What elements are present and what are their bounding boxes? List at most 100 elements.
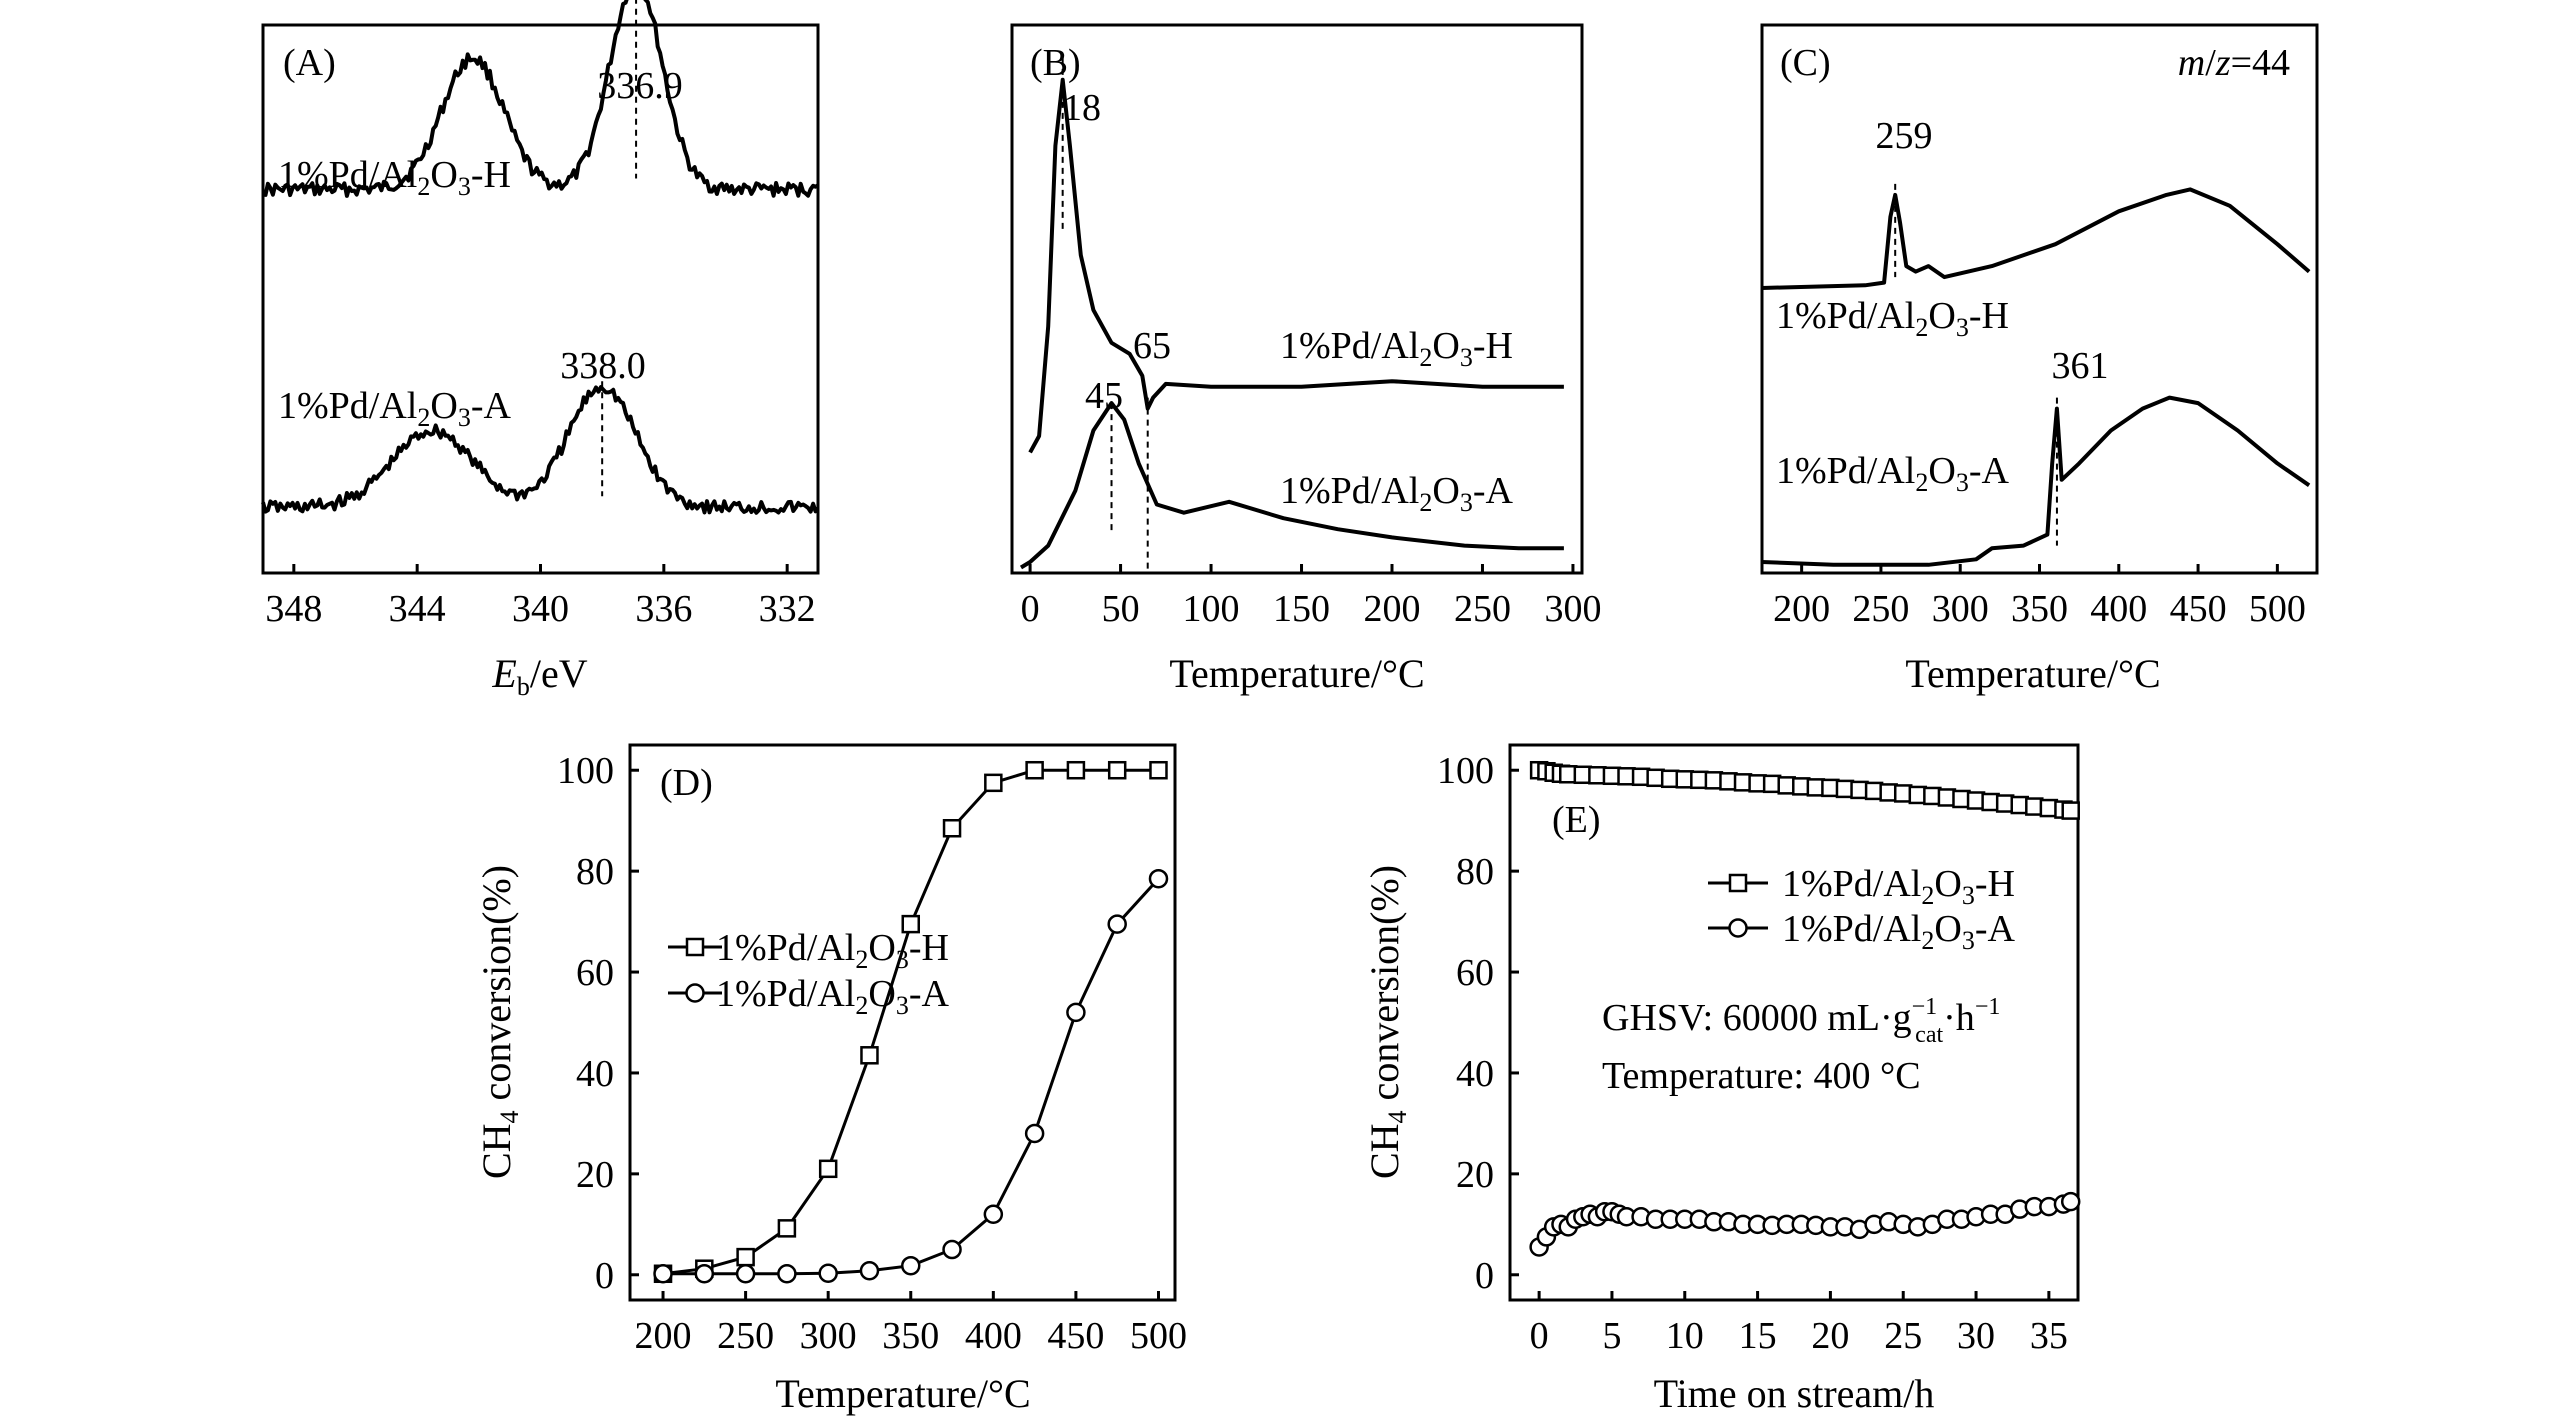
panel-c-mz-annotation: m/z=44 xyxy=(2178,42,2290,84)
panel-c-x-tick-label-200: 200 xyxy=(1773,588,1830,630)
panel-d-point-h-8 xyxy=(984,773,1003,793)
panel-a-x-tick-label-340: 340 xyxy=(512,588,569,630)
panel-a-x-tick-label-332: 332 xyxy=(759,588,816,630)
panel-d-point-a-11 xyxy=(1107,914,1127,934)
panel-d-point-a-6 xyxy=(901,1255,921,1276)
panel-e-axis-ticks: 0 5 10 15 20 25 30 35 0 20 40 60 80 100 xyxy=(1437,750,2068,1357)
panel-d-legend-marker-h xyxy=(685,937,705,957)
panel-e-x-tick-label-15: 15 xyxy=(1739,1315,1777,1357)
panel-d-y-axis-label: CH4 conversion(%) xyxy=(474,865,524,1179)
panel-a-x-tick-label-344: 344 xyxy=(389,588,446,630)
panel-a-x-axis-label: Eb/eV xyxy=(491,651,587,701)
panel-e-temperature-note: Temperature: 400 °C xyxy=(1602,1055,1921,1097)
panel-c-peak-label-259: 259 xyxy=(1876,115,1933,157)
panel-a-x-ticks: 348 344 340 336 332 xyxy=(265,564,816,630)
panel-b-label: (B) xyxy=(1030,42,1081,84)
panel-d-line-h xyxy=(662,768,1159,1276)
panel-b-x-ticks: 0 50 100 150 200 250 300 xyxy=(1021,564,1601,630)
panel-c-x-tick-label-450: 450 xyxy=(2170,588,2227,630)
panel-e-x-tick-label-25: 25 xyxy=(1884,1315,1922,1357)
panel-a-x-tick-label-348: 348 xyxy=(265,588,322,630)
panel-b-trace-h xyxy=(1028,77,1564,454)
panel-d-legend-label-h: 1%Pd/Al2O3-H xyxy=(716,927,949,974)
panel-a-trace-a xyxy=(261,385,820,515)
panel-e-legend: 1%Pd/Al2O3-H 1%Pd/Al2O3-A xyxy=(1708,863,2015,955)
panel-b-x-tick-label-200: 200 xyxy=(1364,588,1421,630)
panel-b-trace-a xyxy=(1019,401,1564,570)
panel-e-y-tick-label-40: 40 xyxy=(1456,1053,1494,1095)
panel-d-point-a-8 xyxy=(983,1204,1004,1224)
panel-a-traces xyxy=(261,0,820,515)
panel-e-stability-test: (E) 0 5 10 15 20 25 30 35 0 20 40 60 80 100 Time on s… xyxy=(1362,743,2081,1416)
panel-b-peak-label-45: 45 xyxy=(1085,375,1123,417)
panel-b-x-tick-label-250: 250 xyxy=(1454,588,1511,630)
panel-d-y-tick-label-40: 40 xyxy=(576,1053,614,1095)
panel-d-point-a-0 xyxy=(653,1264,673,1284)
panel-a-label: (A) xyxy=(283,42,336,84)
panel-d-y-tick-label-60: 60 xyxy=(576,952,614,994)
panel-e-y-tick-label-60: 60 xyxy=(1456,952,1494,994)
panel-d-point-h-9 xyxy=(1025,760,1044,780)
panel-c-series-h-label: 1%Pd/Al2O3-H xyxy=(1776,295,2009,342)
panel-a-xps-spectrum: (A) 348 344 340 336 332 Eb/eV 1%Pd/Al2O3-H 1… xyxy=(261,0,820,701)
panel-d-y-tick-label-20: 20 xyxy=(576,1154,614,1196)
panel-c-trace-a xyxy=(1761,395,2311,567)
panel-d-x-tick-label-200: 200 xyxy=(635,1315,692,1357)
panel-c-x-tick-label-250: 250 xyxy=(1852,588,1909,630)
panel-b-series-a-label: 1%Pd/Al2O3-A xyxy=(1280,470,1513,517)
panel-d-y-tick-label-0: 0 xyxy=(595,1255,614,1297)
panel-d-point-h-3 xyxy=(777,1219,797,1238)
panel-d-label: (D) xyxy=(660,762,713,804)
panel-e-ghsv-note: GHSV: 60000 mL·g−1 cat·h−1 xyxy=(1602,994,2000,1048)
panel-d-x-tick-label-250: 250 xyxy=(717,1315,774,1357)
panel-e-y-axis-label: CH4 conversion(%) xyxy=(1362,865,1412,1179)
panel-c-x-axis-label: Temperature/°C xyxy=(1905,651,2160,696)
panel-a-x-tick-label-336: 336 xyxy=(635,588,692,630)
panel-b-x-tick-label-0: 0 xyxy=(1021,588,1040,630)
panel-c-trace-h xyxy=(1761,187,2311,290)
panel-e-y-tick-label-20: 20 xyxy=(1456,1154,1494,1196)
panel-d-point-a-2 xyxy=(735,1264,756,1284)
panel-d-point-h-11 xyxy=(1107,760,1127,780)
panel-d-x-tick-label-500: 500 xyxy=(1130,1315,1187,1357)
panel-e-series xyxy=(1529,760,2081,1257)
panel-c-tpd-ms-profile: (C) m/z=44 200 250 300 350 400 450 500 Tempera… xyxy=(1760,23,2319,696)
panel-d-axis-ticks: 200 250 300 350 400 450 500 0 20 40 60 80 100 xyxy=(557,750,1187,1357)
panel-e-x-tick-label-0: 0 xyxy=(1530,1315,1549,1357)
panel-e-x-tick-label-20: 20 xyxy=(1811,1315,1849,1357)
panel-b-peak-label-65: 65 xyxy=(1133,325,1171,367)
panel-d-point-h-5 xyxy=(860,1046,879,1065)
panel-d-point-h-10 xyxy=(1066,760,1086,780)
panel-a-trace-h xyxy=(262,0,820,198)
panel-e-x-tick-label-10: 10 xyxy=(1666,1315,1704,1357)
panel-e-legend-label-h: 1%Pd/Al2O3-H xyxy=(1782,863,2015,910)
panel-e-x-tick-label-5: 5 xyxy=(1602,1315,1621,1357)
panel-b-x-axis-label: Temperature/°C xyxy=(1169,651,1424,696)
panel-c-traces xyxy=(1761,183,2311,567)
panel-e-legend-marker-h xyxy=(1728,873,1748,893)
panel-c-series-a-label: 1%Pd/Al2O3-A xyxy=(1776,450,2009,497)
panel-c-peak-label-361: 361 xyxy=(2052,345,2109,387)
panel-a-peak-label-338-0: 338.0 xyxy=(560,345,646,387)
panel-a-series-h-label: 1%Pd/Al2O3-H xyxy=(278,154,511,201)
panel-e-y-tick-label-100: 100 xyxy=(1437,750,1494,792)
panel-a-series-a-label: 1%Pd/Al2O3-A xyxy=(278,385,511,432)
panel-d-y-tick-label-80: 80 xyxy=(576,851,614,893)
panel-e-point-a-43 xyxy=(2060,1191,2081,1212)
panel-d-legend: 1%Pd/Al2O3-H 1%Pd/Al2O3-A xyxy=(668,927,949,1020)
panel-b-traces xyxy=(1019,57,1564,573)
panel-d-x-tick-label-350: 350 xyxy=(882,1315,939,1357)
panel-e-label: (E) xyxy=(1552,799,1601,841)
panel-e-x-tick-label-35: 35 xyxy=(2030,1315,2068,1357)
panel-e-y-tick-label-80: 80 xyxy=(1456,851,1494,893)
panel-e-frame xyxy=(1508,743,2080,1302)
panel-d-point-a-10 xyxy=(1066,1002,1086,1023)
panel-d-legend-marker-a xyxy=(685,983,705,1003)
panel-d-y-tick-label-100: 100 xyxy=(557,750,614,792)
panel-d-point-h-7 xyxy=(942,819,962,838)
panel-d-frame xyxy=(628,743,1177,1302)
panel-d-conversion-vs-temperature: (D) 200 250 300 350 400 450 500 0 20 40 60 80 100 Te… xyxy=(474,743,1187,1416)
panel-d-point-a-1 xyxy=(694,1264,715,1284)
panel-d-point-a-4 xyxy=(818,1263,838,1284)
